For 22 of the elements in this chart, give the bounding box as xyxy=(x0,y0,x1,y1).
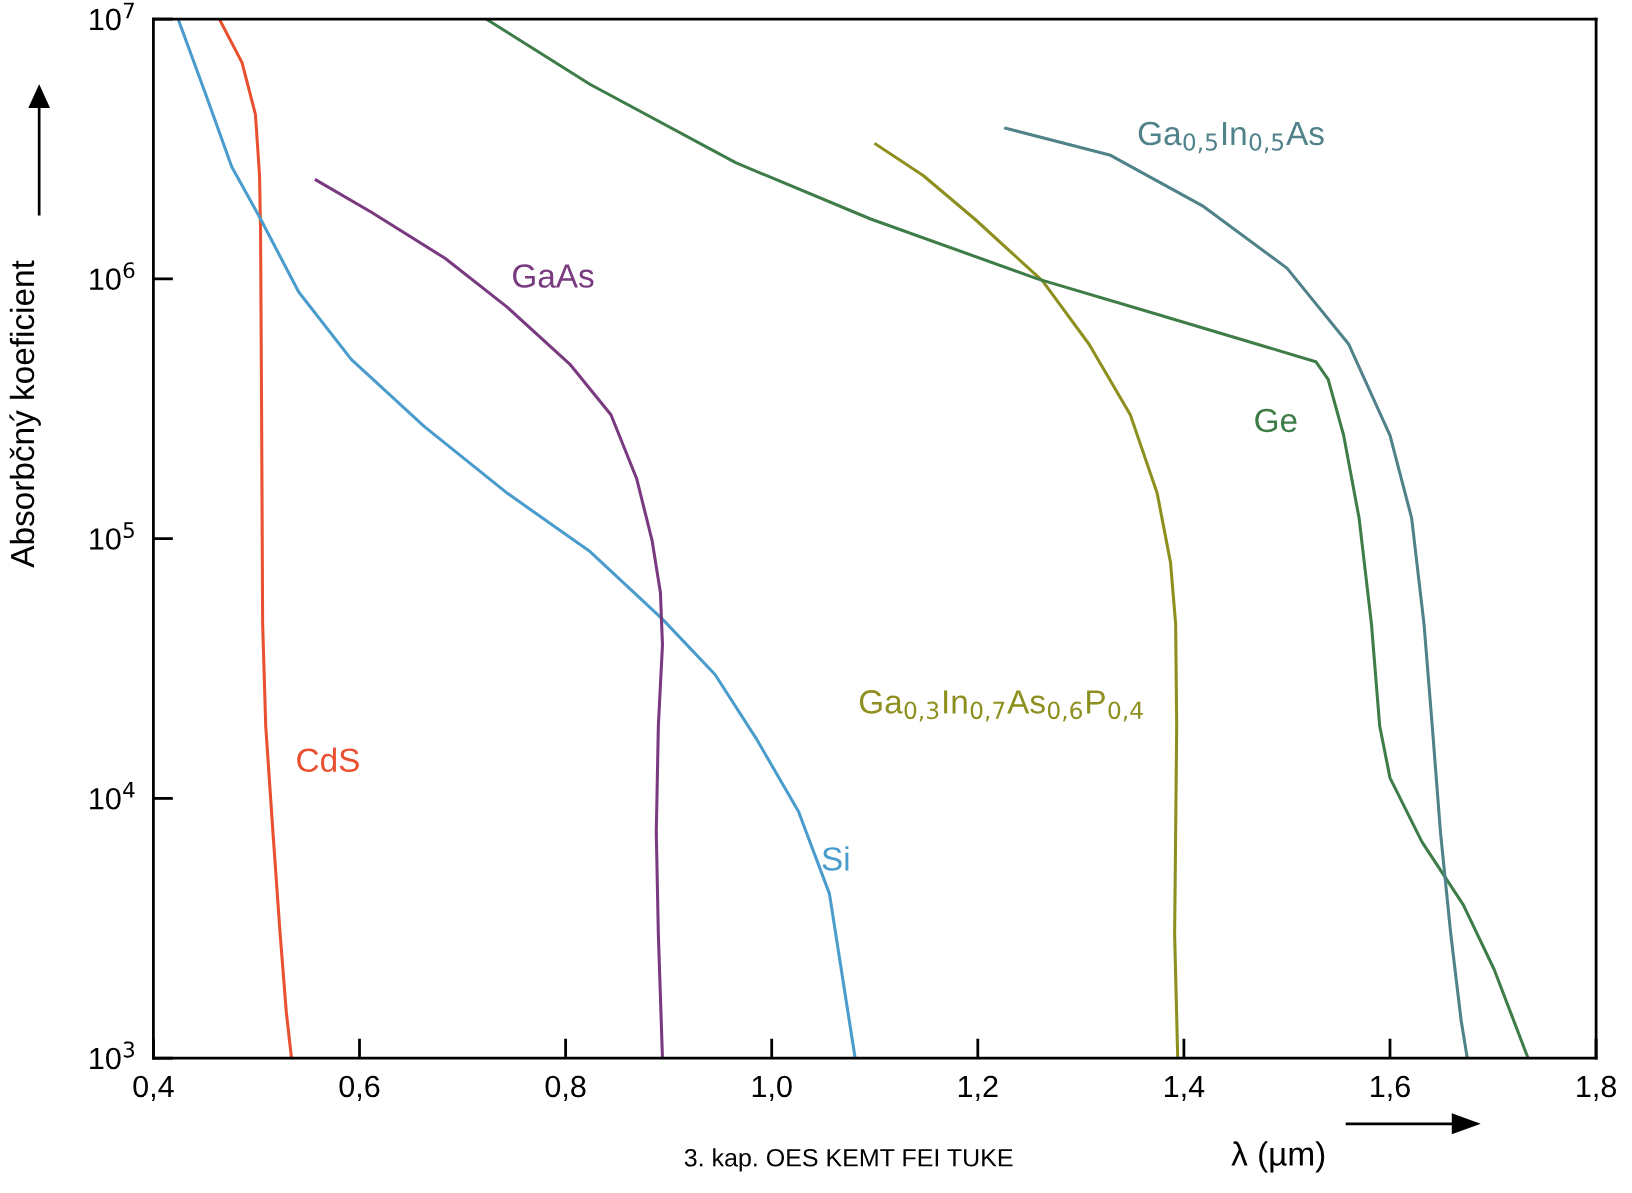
series-label: GaAs xyxy=(513,264,594,288)
x-axis-title: λ (µm) xyxy=(1231,1141,1325,1173)
y-tick-label: 10$^{3}$ xyxy=(90,1041,135,1070)
x-tick-label: 0,4 xyxy=(133,1075,174,1101)
series-label: Si xyxy=(822,846,849,871)
y-tick-label: 10$^{4}$ xyxy=(90,781,135,810)
x-tick-label: 1,2 xyxy=(958,1075,998,1101)
text: 3. kap. OES KEMT FEI TUKE xyxy=(684,1148,1013,1172)
x-tick-label: 0,6 xyxy=(339,1075,380,1101)
series-label: Ge xyxy=(1255,408,1297,433)
x-tick-label: 1,0 xyxy=(752,1075,792,1101)
y-tick-label: 10$^{6}$ xyxy=(90,262,135,290)
x-tick-label: 1,8 xyxy=(1577,1075,1617,1101)
series-label: CdS xyxy=(297,747,359,773)
x-tick-label: 1,6 xyxy=(1371,1075,1410,1101)
y-tick-label: 10$^{7}$ xyxy=(90,2,134,31)
series-label: Ga$_{0,3}$In$_{0,7}$As$_{0,6}$P$_{0,4}$ xyxy=(859,690,1143,722)
y-tick-label: 10$^{5}$ xyxy=(90,522,134,550)
x-tick-label: 0,8 xyxy=(545,1075,586,1101)
y-axis-title: Absorbčný koeficient xyxy=(9,260,41,568)
x-tick-label: 1,4 xyxy=(1164,1075,1205,1101)
series-label: Ga$_{0,5}$In$_{0,5}$As xyxy=(1138,121,1324,154)
